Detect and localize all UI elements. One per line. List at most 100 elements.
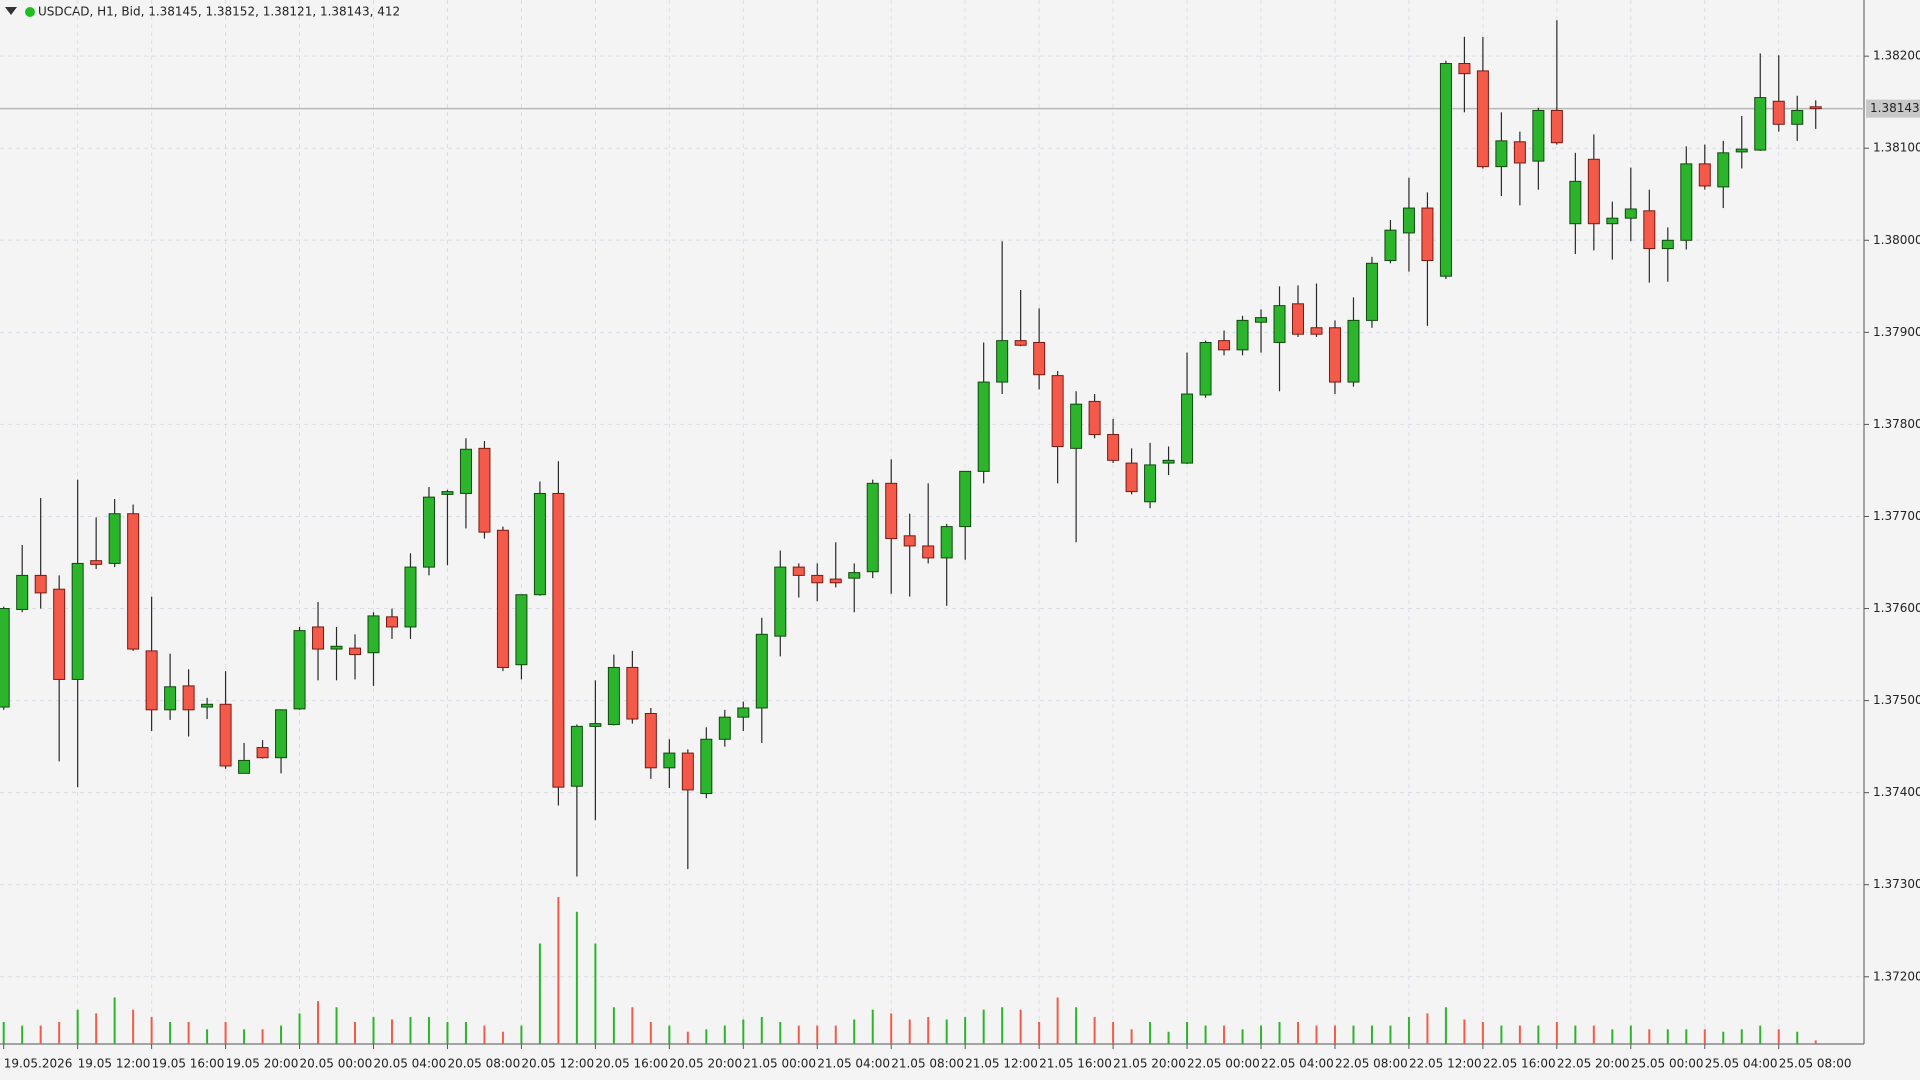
candle-body bbox=[1532, 109, 1545, 162]
candle-body bbox=[330, 645, 343, 650]
candle-body bbox=[1310, 327, 1323, 335]
candle-body bbox=[977, 381, 990, 472]
candle-body bbox=[53, 588, 66, 680]
candle-body bbox=[866, 482, 879, 573]
y-tick-label: 1.38100 bbox=[1873, 141, 1920, 155]
x-tick-label: 20.05 12:00 bbox=[521, 1057, 594, 1071]
candle-body bbox=[718, 716, 731, 740]
candle-body bbox=[533, 492, 546, 596]
x-tick-label: 19.05 20:00 bbox=[226, 1057, 299, 1071]
candle-body bbox=[1495, 140, 1508, 168]
candle-body bbox=[1144, 464, 1157, 503]
x-tick-label: 25.05 08:00 bbox=[1779, 1057, 1852, 1071]
candle-body bbox=[1680, 163, 1693, 241]
candle-body bbox=[829, 578, 842, 584]
candle-body bbox=[940, 526, 953, 559]
x-tick-label: 20.05 08:00 bbox=[447, 1057, 520, 1071]
candle-body bbox=[1643, 210, 1656, 250]
x-tick-label: 22.05 20:00 bbox=[1557, 1057, 1630, 1071]
y-tick-label: 1.37800 bbox=[1873, 417, 1920, 431]
candle-body bbox=[441, 491, 454, 495]
x-tick-label: 22.05 16:00 bbox=[1483, 1057, 1556, 1071]
candle-body bbox=[774, 566, 787, 637]
y-tick-label: 1.38200 bbox=[1873, 49, 1920, 63]
x-tick-label: 21.05 16:00 bbox=[1039, 1057, 1112, 1071]
candle-body bbox=[1347, 319, 1360, 383]
x-tick-label: 22.05 08:00 bbox=[1335, 1057, 1408, 1071]
candle-body bbox=[71, 562, 84, 680]
candle-body bbox=[219, 703, 232, 767]
candle-body bbox=[1384, 229, 1397, 262]
candle-body bbox=[1513, 141, 1526, 164]
y-tick-label: 1.37300 bbox=[1873, 877, 1920, 891]
candle-body bbox=[1014, 340, 1027, 346]
candle-body bbox=[1476, 70, 1489, 168]
candle-body bbox=[1698, 163, 1711, 187]
x-tick-label: 19.05 16:00 bbox=[152, 1057, 225, 1071]
x-tick-label: 21.05 04:00 bbox=[817, 1057, 890, 1071]
candle-body bbox=[422, 496, 435, 568]
candle-body bbox=[367, 615, 380, 654]
candle-body bbox=[755, 633, 768, 709]
y-tick-label: 1.37400 bbox=[1873, 785, 1920, 799]
candle-body bbox=[607, 666, 620, 726]
x-tick-label: 20.05 04:00 bbox=[374, 1057, 447, 1071]
candle-body bbox=[1273, 305, 1286, 343]
candle-body bbox=[626, 666, 639, 720]
x-tick-label: 21.05 08:00 bbox=[891, 1057, 964, 1071]
candle-body bbox=[478, 447, 491, 533]
y-tick-label: 1.37900 bbox=[1873, 325, 1920, 339]
x-tick-label: 25.05 00:00 bbox=[1631, 1057, 1704, 1071]
bid-label: 1.38143 bbox=[1870, 101, 1920, 115]
y-tick-label: 1.37600 bbox=[1873, 601, 1920, 615]
candle-body bbox=[959, 470, 972, 528]
candle-body bbox=[312, 626, 325, 650]
candle-body bbox=[644, 712, 657, 769]
candle-body bbox=[404, 566, 417, 628]
x-tick-label: 22.05 00:00 bbox=[1187, 1057, 1260, 1071]
candle-body bbox=[1070, 403, 1083, 449]
candle-body bbox=[1569, 180, 1582, 225]
y-tick-label: 1.37700 bbox=[1873, 509, 1920, 523]
candle-body bbox=[1051, 375, 1064, 448]
x-tick-label: 22.05 04:00 bbox=[1261, 1057, 1334, 1071]
menu-arrow[interactable] bbox=[5, 7, 17, 15]
candle-body bbox=[1125, 462, 1138, 493]
candle-body bbox=[1255, 317, 1268, 323]
candle-body bbox=[1421, 207, 1434, 262]
x-tick-label: 21.05 12:00 bbox=[965, 1057, 1038, 1071]
chart-title: USDCAD, H1, Bid, 1.38145, 1.38152, 1.381… bbox=[38, 5, 400, 19]
candle-body bbox=[1587, 158, 1600, 225]
candle-body bbox=[1735, 148, 1748, 153]
candle-body bbox=[700, 738, 713, 795]
candle-body bbox=[385, 616, 398, 628]
candle-body bbox=[681, 752, 694, 791]
candle-body bbox=[1809, 106, 1822, 110]
candle-body bbox=[589, 723, 602, 727]
candle-body bbox=[349, 647, 362, 656]
candle-body bbox=[1754, 97, 1767, 151]
candle-body bbox=[1181, 393, 1194, 464]
candle-body bbox=[164, 686, 177, 711]
candle-body bbox=[182, 685, 195, 711]
candle-body bbox=[1717, 152, 1730, 188]
candle-body bbox=[1236, 319, 1249, 351]
candle-body bbox=[1661, 239, 1674, 250]
candle-body bbox=[903, 535, 916, 547]
candle-body bbox=[127, 513, 140, 650]
candle-body bbox=[1458, 63, 1471, 75]
candle-body bbox=[1162, 459, 1175, 464]
candle-body bbox=[1328, 327, 1341, 383]
candle-body bbox=[90, 560, 103, 565]
candle-body bbox=[663, 752, 676, 769]
candle-body bbox=[885, 482, 898, 540]
candle-body bbox=[1791, 109, 1804, 125]
candle-body bbox=[1088, 400, 1101, 436]
x-tick-label: 20.05 00:00 bbox=[300, 1057, 373, 1071]
candle-body bbox=[293, 630, 306, 710]
candle-body bbox=[275, 709, 288, 759]
candle-body bbox=[201, 703, 214, 708]
candle-body bbox=[0, 608, 10, 708]
